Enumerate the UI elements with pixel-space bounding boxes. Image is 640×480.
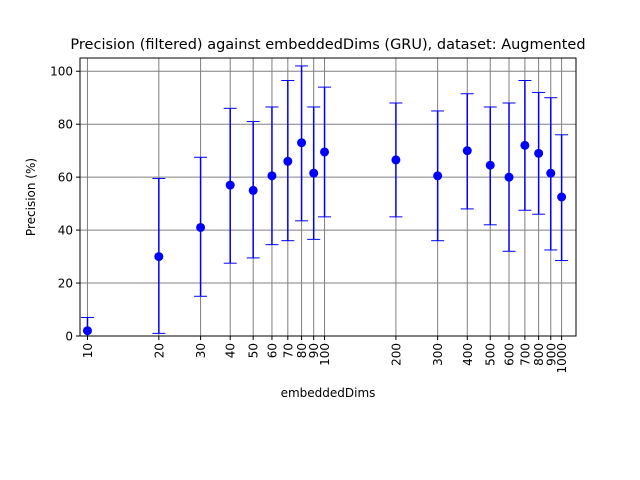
data-point	[267, 171, 277, 181]
data-points	[82, 138, 567, 336]
x-tick-label: 300	[431, 343, 445, 366]
data-point	[391, 155, 401, 165]
x-tick-label: 800	[532, 343, 546, 366]
data-point	[154, 252, 164, 262]
x-tick-label: 900	[544, 343, 558, 366]
data-point	[504, 172, 514, 182]
data-point	[309, 168, 319, 178]
x-tick-label: 500	[484, 343, 498, 366]
data-point	[297, 138, 307, 148]
data-point	[534, 148, 544, 158]
x-tick-label: 40	[224, 343, 238, 358]
x-tick-label: 400	[461, 343, 475, 366]
data-point	[433, 171, 443, 181]
x-tick-label: 30	[194, 343, 208, 358]
chart-title: Precision (filtered) against embeddedDim…	[70, 37, 585, 53]
x-tick-label: 100	[318, 343, 332, 366]
y-axis-label: Precision (%)	[24, 158, 38, 236]
y-tick-label: 60	[58, 171, 73, 185]
x-tick-label: 200	[389, 343, 403, 366]
y-tick-label: 20	[58, 277, 73, 291]
x-tick-label: 80	[295, 343, 309, 358]
grid-lines	[80, 58, 576, 337]
x-tick-label: 60	[265, 343, 279, 358]
data-point	[248, 185, 258, 195]
x-tick-label: 1000	[555, 343, 569, 374]
data-point	[283, 156, 293, 166]
y-tick-label: 40	[58, 224, 73, 238]
x-tick-label: 700	[518, 343, 532, 366]
x-tick-label: 50	[247, 343, 261, 358]
x-tick-label: 90	[307, 343, 321, 358]
plot-frame	[79, 57, 577, 337]
x-tick-label: 10	[81, 343, 95, 358]
data-point	[520, 140, 530, 150]
data-point	[485, 160, 495, 170]
data-point	[320, 147, 330, 157]
y-tick-label: 80	[58, 118, 73, 132]
data-point	[82, 326, 92, 336]
data-point	[462, 146, 472, 156]
data-point	[546, 168, 556, 178]
x-tick-label: 600	[503, 343, 517, 366]
x-axis-label: embeddedDims	[281, 386, 376, 400]
data-point	[557, 192, 567, 202]
data-point	[225, 180, 235, 190]
data-point	[196, 222, 206, 232]
y-tick-label: 100	[50, 65, 73, 79]
y-axis-ticks: 0 20 40 60 80 100	[50, 65, 80, 344]
x-tick-label: 20	[152, 343, 166, 358]
y-tick-label: 0	[65, 330, 73, 344]
x-tick-label: 70	[281, 343, 295, 358]
